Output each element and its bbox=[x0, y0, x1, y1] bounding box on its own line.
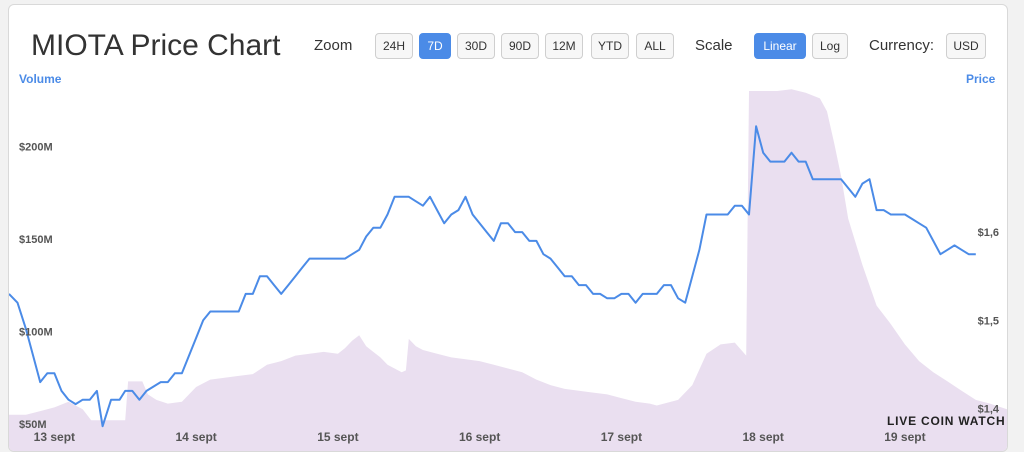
x-tick-label: 17 sept bbox=[601, 430, 642, 444]
left-tick-label: $150M bbox=[19, 234, 53, 246]
right-tick-label: $1,6 bbox=[978, 227, 999, 239]
right-tick-label: $1,4 bbox=[978, 404, 1000, 416]
x-axis-ticks: 13 sept 14 sept 15 sept 16 sept 17 sept 18 se… bbox=[34, 430, 926, 444]
zoom-7d-button[interactable]: 7D bbox=[419, 33, 451, 59]
scale-label: Scale bbox=[695, 37, 733, 54]
zoom-24h-button[interactable]: 24H bbox=[375, 33, 413, 59]
zoom-all-button[interactable]: ALL bbox=[636, 33, 674, 59]
left-tick-label: $200M bbox=[19, 142, 53, 154]
left-axis-ticks: $50M $100M $150M $200M bbox=[19, 142, 53, 432]
right-tick-label: $1,5 bbox=[978, 315, 999, 327]
currency-label: Currency: bbox=[869, 37, 935, 54]
left-tick-label: $50M bbox=[19, 419, 47, 431]
scale-log-button[interactable]: Log bbox=[812, 33, 848, 59]
zoom-90d-button[interactable]: 90D bbox=[501, 33, 539, 59]
volume-area-layer bbox=[9, 89, 1007, 451]
right-axis-ticks: $1,4 $1,5 $1,6 bbox=[978, 227, 1000, 415]
zoom-12m-button[interactable]: 12M bbox=[545, 33, 583, 59]
right-axis-title: Price bbox=[966, 72, 996, 86]
x-tick-label: 18 sept bbox=[742, 430, 783, 444]
price-volume-chart: $50M $100M $150M $200M $1,4 $1,5 $1,6 13 sept… bbox=[9, 89, 1007, 451]
chart-card: MIOTA Price Chart Zoom 24H 7D 30D 90D 12… bbox=[8, 4, 1008, 452]
left-axis-title: Volume bbox=[19, 72, 62, 86]
price-line-layer bbox=[9, 125, 976, 428]
price-line bbox=[9, 125, 976, 428]
zoom-30d-button[interactable]: 30D bbox=[457, 33, 495, 59]
x-tick-label: 16 sept bbox=[459, 430, 500, 444]
left-tick-label: $100M bbox=[19, 327, 53, 339]
x-tick-label: 14 sept bbox=[175, 430, 216, 444]
x-tick-label: 13 sept bbox=[34, 430, 75, 444]
x-tick-label: 15 sept bbox=[317, 430, 358, 444]
watermark: LIVE COIN WATCH bbox=[887, 414, 1006, 428]
page-title: MIOTA Price Chart bbox=[31, 29, 281, 62]
scale-linear-button[interactable]: Linear bbox=[754, 33, 806, 59]
volume-area bbox=[9, 89, 1007, 451]
x-tick-label: 19 sept bbox=[884, 430, 925, 444]
currency-select[interactable]: USD bbox=[946, 33, 986, 59]
zoom-ytd-button[interactable]: YTD bbox=[591, 33, 629, 59]
zoom-label: Zoom bbox=[314, 37, 353, 54]
